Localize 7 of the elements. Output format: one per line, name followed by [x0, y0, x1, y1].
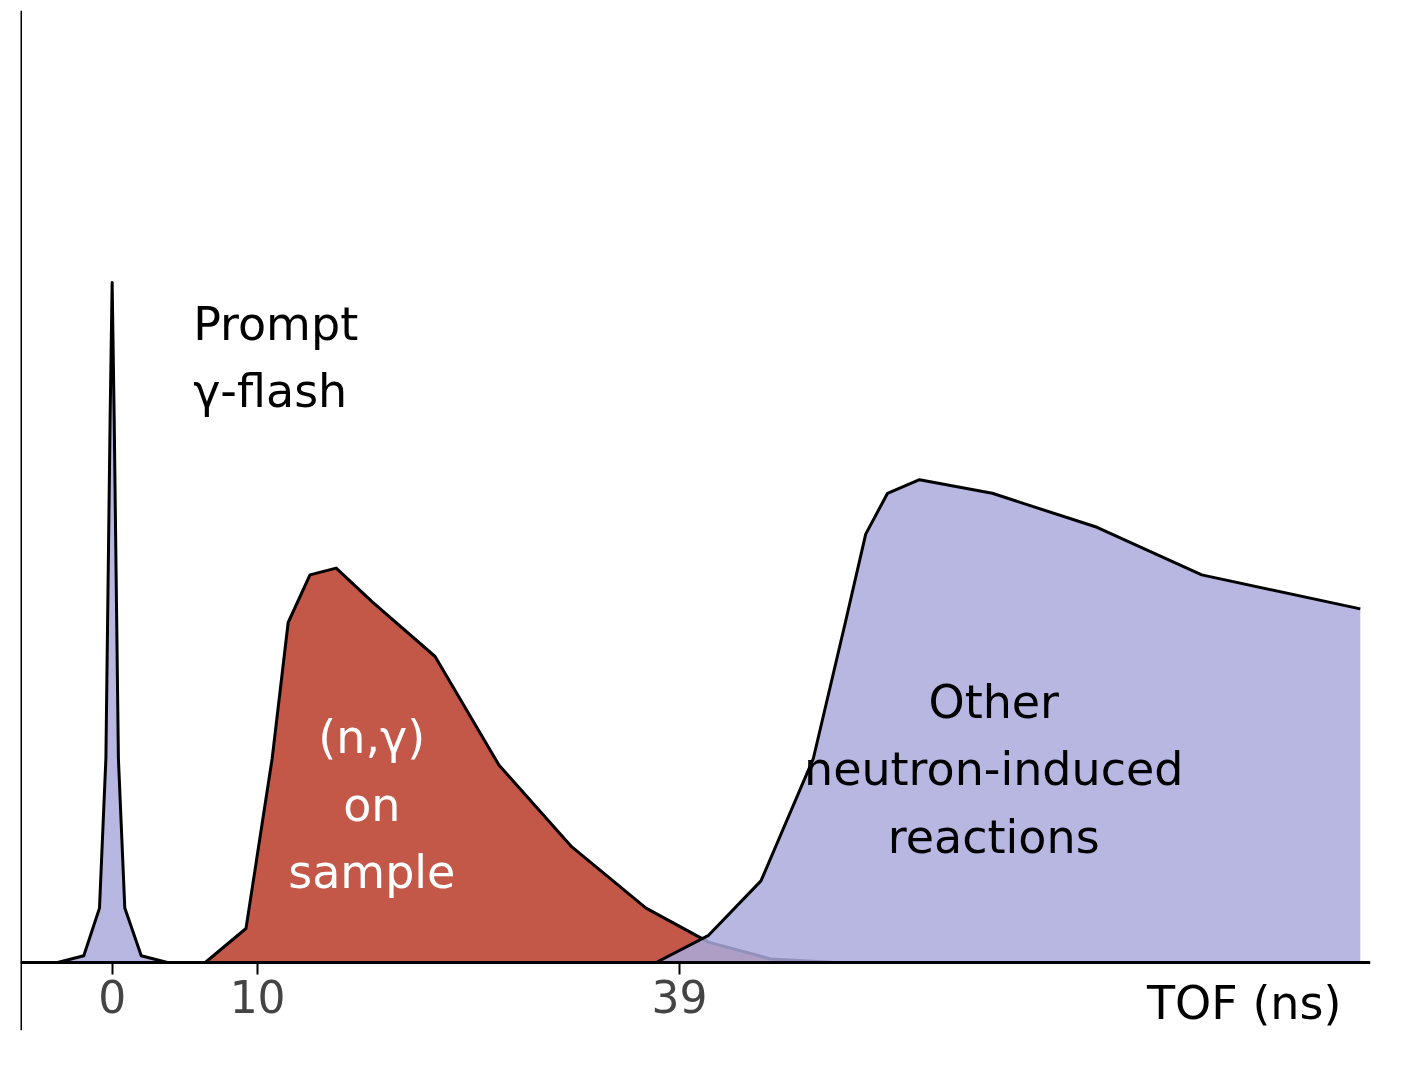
- x-tick-label: 0: [98, 971, 127, 1023]
- x-axis-title: TOF (ns): [1146, 976, 1342, 1031]
- x-tick-label: 39: [651, 971, 708, 1023]
- annotation: Other neutron-induced reactions: [803, 674, 1184, 864]
- annotation: (n,γ) on sample: [288, 710, 456, 900]
- x-tick-label: 10: [229, 971, 286, 1023]
- annotation: Prompt γ-flash: [193, 296, 359, 419]
